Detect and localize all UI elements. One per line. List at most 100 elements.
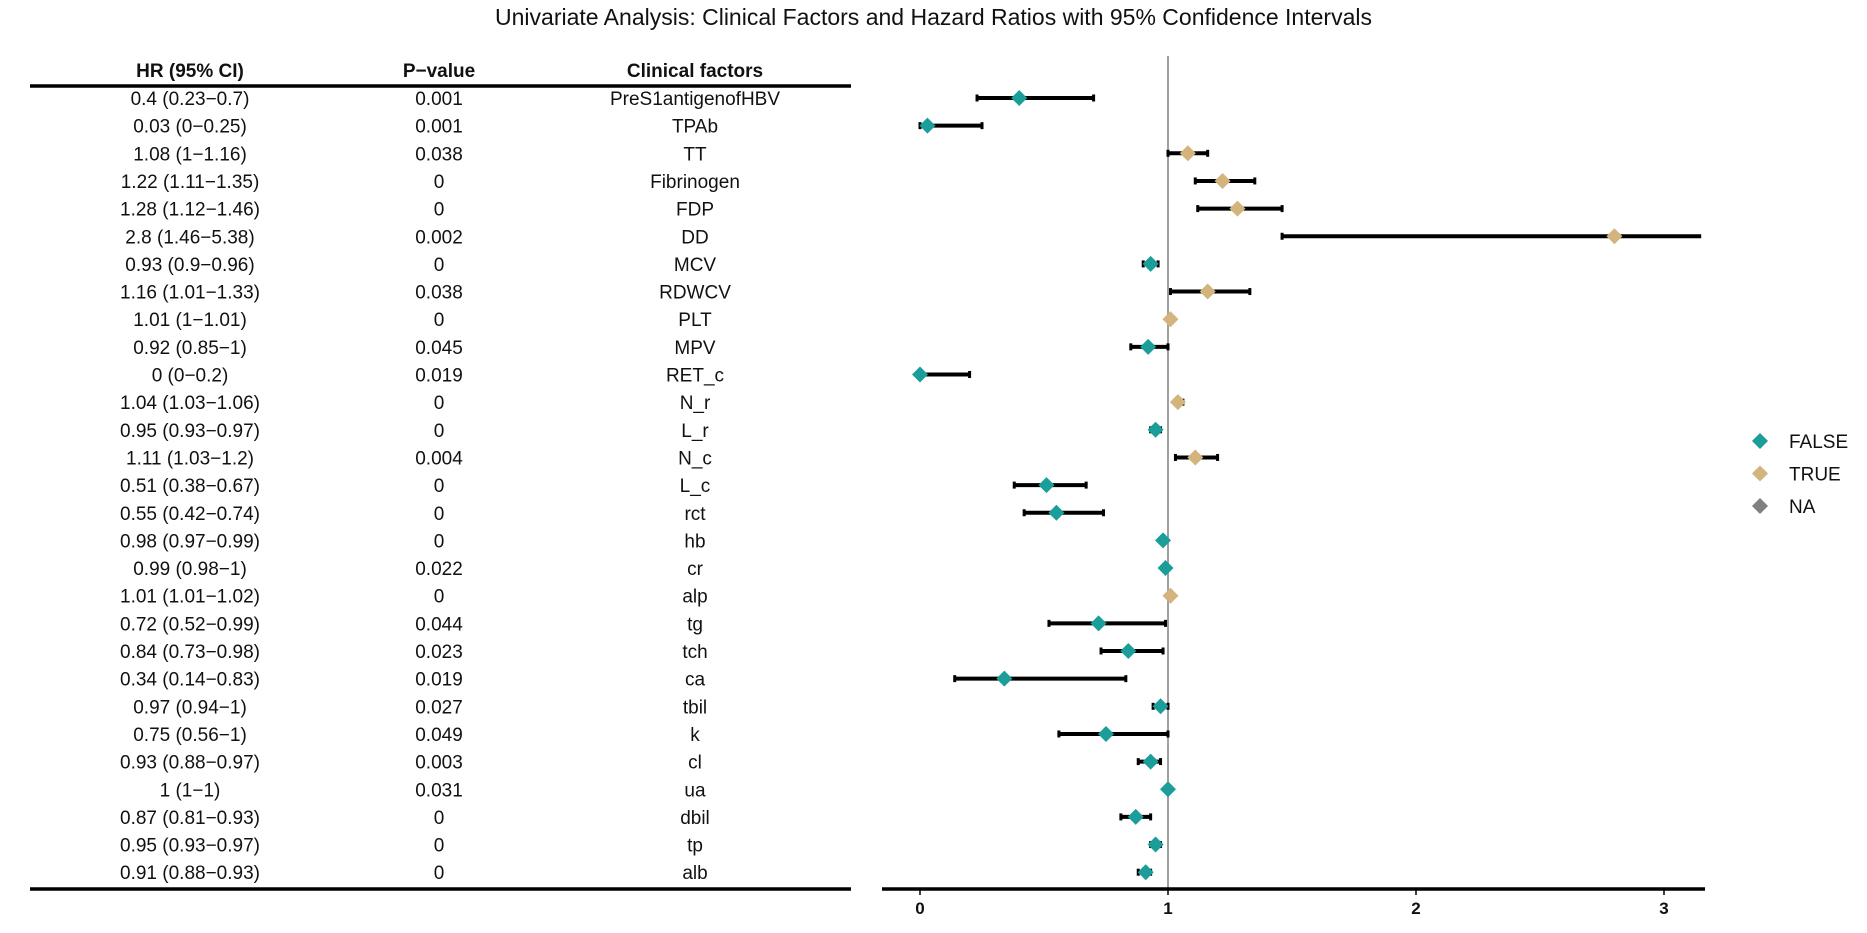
p-value-cell: 0.019 <box>415 366 463 387</box>
hr-ci-cell: 0.75 (0.56−1) <box>133 725 247 746</box>
hr-point <box>1090 615 1107 632</box>
hr-point <box>1162 587 1179 604</box>
hr-point <box>1152 698 1169 715</box>
legend: FALSE TRUE NA <box>1752 432 1848 518</box>
hr-point <box>1098 725 1114 742</box>
hr-point <box>1147 421 1164 438</box>
p-value-cell: 0.001 <box>415 117 463 138</box>
clinical-factor-cell: FDP <box>676 200 714 221</box>
clinical-factor-cell: alp <box>682 587 707 608</box>
hr-ci-cell: 0.34 (0.14−0.83) <box>120 670 260 691</box>
hr-ci-cell: 1.04 (1.03−1.06) <box>120 393 260 414</box>
clinical-factor-cell: MPV <box>674 338 716 359</box>
hr-ci-cell: 0.91 (0.88−0.93) <box>120 863 260 884</box>
clinical-factor-cell: hb <box>684 531 705 552</box>
clinical-factor-cell: alb <box>682 863 707 884</box>
clinical-factor-cell: N_c <box>678 448 712 469</box>
hr-ci-cell: 0.4 (0.23−0.7) <box>131 89 250 110</box>
clinical-factor-cell: tg <box>687 614 703 635</box>
clinical-factor-cell: ua <box>684 780 706 801</box>
clinical-factor-cell: N_r <box>680 393 711 414</box>
hr-point <box>1147 836 1164 853</box>
clinical-factor-cell: L_c <box>680 476 711 497</box>
clinical-factor-cell: PLT <box>678 310 712 331</box>
hr-point <box>919 117 936 134</box>
hr-point <box>1142 753 1159 770</box>
hr-point <box>1011 90 1028 106</box>
p-value-cell: 0 <box>434 863 445 884</box>
hr-point <box>1157 560 1174 577</box>
p-value-cell: 0 <box>434 200 445 221</box>
clinical-factor-cell: rct <box>684 504 706 525</box>
clinical-factor-cell: RET_c <box>666 366 724 387</box>
hr-point <box>1179 145 1196 162</box>
clinical-factor-cell: TPAb <box>672 117 718 138</box>
hr-ci-cell: 1.08 (1−1.16) <box>133 144 247 165</box>
p-value-cell: 0 <box>434 531 445 552</box>
hr-ci-cell: 1 (1−1) <box>160 780 221 801</box>
hr-point <box>1155 532 1172 549</box>
p-value-cell: 0.045 <box>415 338 463 359</box>
hr-ci-cell: 1.16 (1.01−1.33) <box>120 283 260 304</box>
hr-point <box>1160 781 1176 798</box>
x-tick-label: 1 <box>1163 899 1172 918</box>
hr-ci-cell: 0.51 (0.38−0.67) <box>120 476 260 497</box>
p-value-cell: 0.001 <box>415 89 463 110</box>
hr-ci-cell: 0.95 (0.93−0.97) <box>120 836 260 857</box>
hr-point <box>1606 228 1623 245</box>
hr-ci-cell: 1.01 (1.01−1.02) <box>120 587 260 608</box>
hr-ci-cell: 0.99 (0.98−1) <box>133 559 247 580</box>
plot-layer: 0 1 2 3 <box>882 56 1705 918</box>
p-value-cell: 0.003 <box>415 753 463 774</box>
p-value-cell: 0.044 <box>415 614 463 635</box>
legend-label: FALSE <box>1789 432 1848 453</box>
clinical-factor-cell: Fibrinogen <box>650 172 740 193</box>
p-value-cell: 0 <box>434 836 445 857</box>
clinical-factor-cell: MCV <box>674 255 717 276</box>
hr-ci-cell: 0.87 (0.81−0.93) <box>120 808 260 829</box>
x-tick-label: 3 <box>1659 899 1668 918</box>
clinical-factor-cell: tbil <box>683 697 707 718</box>
x-tick-label: 2 <box>1411 899 1420 918</box>
clinical-factor-cell: PreS1antigenofHBV <box>610 89 780 110</box>
p-value-cell: 0 <box>434 310 445 331</box>
p-value-cell: 0 <box>434 255 445 276</box>
clinical-factor-cell: tp <box>687 836 703 857</box>
clinical-factor-cell: cl <box>688 753 702 774</box>
clinical-factor-cell: L_r <box>681 421 709 442</box>
hr-ci-cell: 1.28 (1.12−1.46) <box>120 200 260 221</box>
chart-title: Univariate Analysis: Clinical Factors an… <box>495 4 1372 30</box>
hr-ci-cell: 1.11 (1.03−1.2) <box>126 448 254 469</box>
hr-ci-cell: 0.92 (0.85−1) <box>133 338 247 359</box>
p-value-cell: 0.027 <box>415 697 463 718</box>
p-value-cell: 0.031 <box>415 780 463 801</box>
p-value-cell: 0.049 <box>415 725 463 746</box>
hr-ci-cell: 0.55 (0.42−0.74) <box>120 504 260 525</box>
hr-ci-cell: 0.84 (0.73−0.98) <box>120 642 260 663</box>
hr-point <box>1137 864 1154 881</box>
legend-label: TRUE <box>1789 465 1841 486</box>
p-value-cell: 0 <box>434 393 445 414</box>
p-value-cell: 0 <box>434 421 445 442</box>
hr-ci-cell: 2.8 (1.46−5.38) <box>125 227 254 248</box>
p-value-cell: 0 <box>434 172 445 193</box>
clinical-factor-cell: ca <box>685 670 706 691</box>
hr-point <box>1229 200 1246 217</box>
hr-ci-cell: 0.98 (0.97−0.99) <box>120 531 260 552</box>
hr-ci-cell: 0.93 (0.9−0.96) <box>125 255 254 276</box>
hr-point <box>1127 808 1144 825</box>
clinical-factor-cell: cr <box>687 559 704 580</box>
header-p-value: P−value <box>403 61 475 82</box>
p-value-cell: 0.022 <box>415 559 463 580</box>
hr-ci-cell: 1.01 (1−1.01) <box>133 310 247 331</box>
hr-ci-cell: 0.93 (0.88−0.97) <box>120 753 260 774</box>
x-tick-label: 0 <box>915 899 924 918</box>
p-value-cell: 0.019 <box>415 670 463 691</box>
hr-point <box>1162 311 1179 328</box>
hr-ci-cell: 0.97 (0.94−1) <box>133 697 247 718</box>
legend-key <box>1752 465 1768 482</box>
hr-ci-cell: 0.03 (0−0.25) <box>133 117 247 138</box>
hr-point <box>1199 283 1216 300</box>
legend-key <box>1752 498 1768 514</box>
